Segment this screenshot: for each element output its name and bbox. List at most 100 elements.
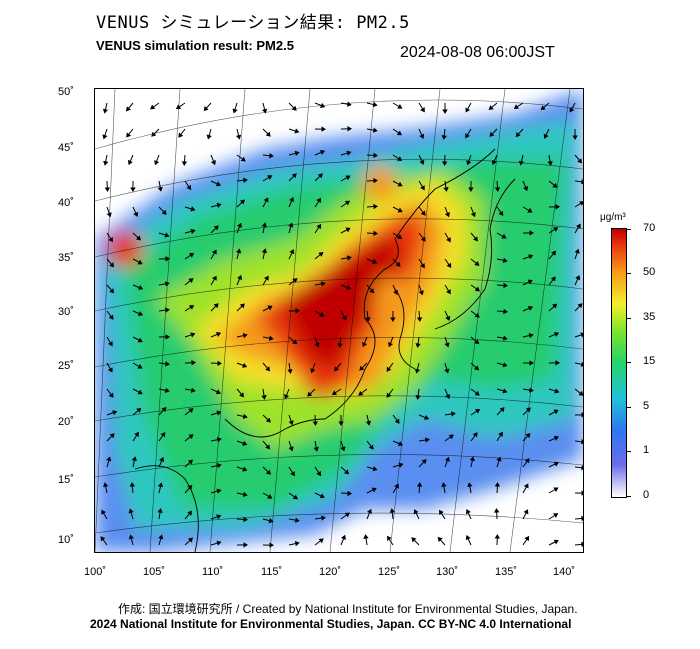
wind-arrowhead: [288, 420, 294, 426]
wind-arrowhead: [502, 257, 508, 263]
wind-arrowhead: [190, 387, 196, 393]
wind-arrowhead: [474, 390, 480, 396]
wind-arrowhead: [444, 211, 450, 218]
lon-label-110: 110˚: [202, 566, 224, 578]
wind-arrowhead: [190, 206, 196, 212]
colorbar-tick-15: 15: [643, 355, 656, 367]
wind-arrowhead: [367, 508, 372, 515]
wind-arrowhead: [581, 465, 583, 471]
wind-arrowhead: [137, 259, 143, 265]
wind-arrowhead: [269, 153, 274, 159]
wind-arrowhead: [164, 281, 170, 287]
wind-arrowhead: [341, 534, 346, 541]
wind-arrowhead: [216, 202, 222, 208]
wind-arrowhead: [578, 390, 583, 396]
wind-arrowhead: [137, 337, 143, 343]
lon-label-100: 100˚: [84, 566, 107, 578]
wind-arrowhead: [555, 360, 560, 366]
wind-arrow: [574, 362, 583, 366]
wind-arrowhead: [312, 421, 318, 426]
wind-arrowhead: [159, 456, 164, 463]
wind-arrowhead: [552, 183, 558, 188]
wind-arrowhead: [134, 431, 139, 438]
wind-arrowhead: [157, 508, 163, 514]
wind-arrowhead: [164, 232, 170, 238]
wind-arrowhead: [390, 317, 396, 322]
lat-label-10: 10˚: [58, 534, 74, 546]
wind-arrowhead: [288, 446, 294, 452]
wind-arrowhead: [581, 541, 583, 548]
wind-arrowhead: [398, 462, 404, 468]
wind-vectors: [100, 101, 583, 548]
wind-arrowhead: [465, 107, 471, 113]
colorbar-mark: [626, 407, 631, 408]
wind-arrowhead: [420, 107, 425, 113]
wind-arrowhead: [577, 303, 583, 309]
wind-arrowhead: [450, 411, 456, 417]
wind-arrowhead: [488, 105, 494, 111]
wind-arrowhead: [465, 133, 470, 139]
concentration-layer: [95, 89, 583, 552]
wind-arrowhead: [446, 289, 451, 295]
lat-label-30: 30˚: [58, 306, 74, 318]
wind-arrowhead: [267, 305, 273, 311]
wind-arrowhead: [575, 223, 581, 229]
wind-arrowhead: [365, 420, 372, 426]
wind-arrowhead: [191, 360, 196, 366]
wind-arrowhead: [413, 509, 419, 515]
wind-arrowhead: [181, 161, 188, 166]
wind-arrowhead: [446, 262, 452, 268]
wind-arrowhead: [320, 281, 326, 287]
lat-label-20: 20˚: [58, 416, 74, 428]
wind-arrowhead: [371, 258, 378, 264]
wind-arrowhead: [108, 392, 114, 398]
wind-arrowhead: [318, 538, 324, 544]
lon-label-130: 130˚: [436, 566, 459, 578]
wind-arrowhead: [188, 408, 194, 413]
wind-arrowhead: [211, 249, 217, 255]
lon-label-135: 135˚: [495, 566, 518, 578]
wind-arrowhead: [468, 187, 474, 192]
wind-arrowhead: [102, 134, 108, 140]
wind-arrowhead: [321, 515, 326, 521]
wind-arrowhead: [242, 362, 248, 368]
wind-arrowhead: [292, 278, 298, 283]
wind-arrowhead: [420, 185, 425, 191]
wind-arrowhead: [369, 288, 375, 294]
wind-arrowhead: [358, 390, 364, 396]
wind-arrowhead: [523, 185, 529, 192]
coastline: [134, 148, 516, 552]
wind-arrowhead: [237, 222, 242, 229]
wind-arrowhead: [340, 446, 346, 452]
wind-arrowhead: [518, 160, 525, 166]
wind-arrowhead: [100, 536, 106, 542]
wind-arrowhead: [216, 488, 222, 494]
wind-arrowhead: [291, 173, 297, 179]
wind-arrowhead: [524, 458, 530, 464]
wind-arrowhead: [448, 434, 454, 440]
wind-arrowhead: [444, 456, 450, 462]
wind-arrowhead: [112, 410, 118, 416]
lat-label-40: 40˚: [58, 197, 74, 209]
wind-arrowhead: [527, 207, 533, 213]
wind-arrowhead: [215, 389, 221, 395]
wind-arrowhead: [465, 509, 471, 515]
wind-arrowhead: [292, 339, 298, 345]
wind-arrowhead: [498, 431, 503, 437]
wind-arrowhead: [581, 412, 583, 418]
wind-arrowhead: [102, 108, 109, 114]
wind-arrowhead: [396, 234, 403, 239]
pm25-map[interactable]: [94, 88, 584, 553]
wind-arrowhead: [213, 303, 219, 309]
wind-arrowhead: [346, 150, 352, 156]
wind-arrowhead: [284, 393, 290, 400]
wind-arrowhead: [550, 276, 556, 282]
wind-arrowhead: [494, 534, 500, 539]
wind-arrowhead: [158, 534, 164, 540]
wind-arrowhead: [265, 366, 271, 372]
wind-arrowhead: [128, 508, 134, 514]
wind-arrowhead: [347, 490, 352, 497]
wind-arrowhead: [528, 332, 534, 339]
wind-arrowhead: [387, 535, 392, 542]
wind-arrowhead: [444, 368, 450, 374]
